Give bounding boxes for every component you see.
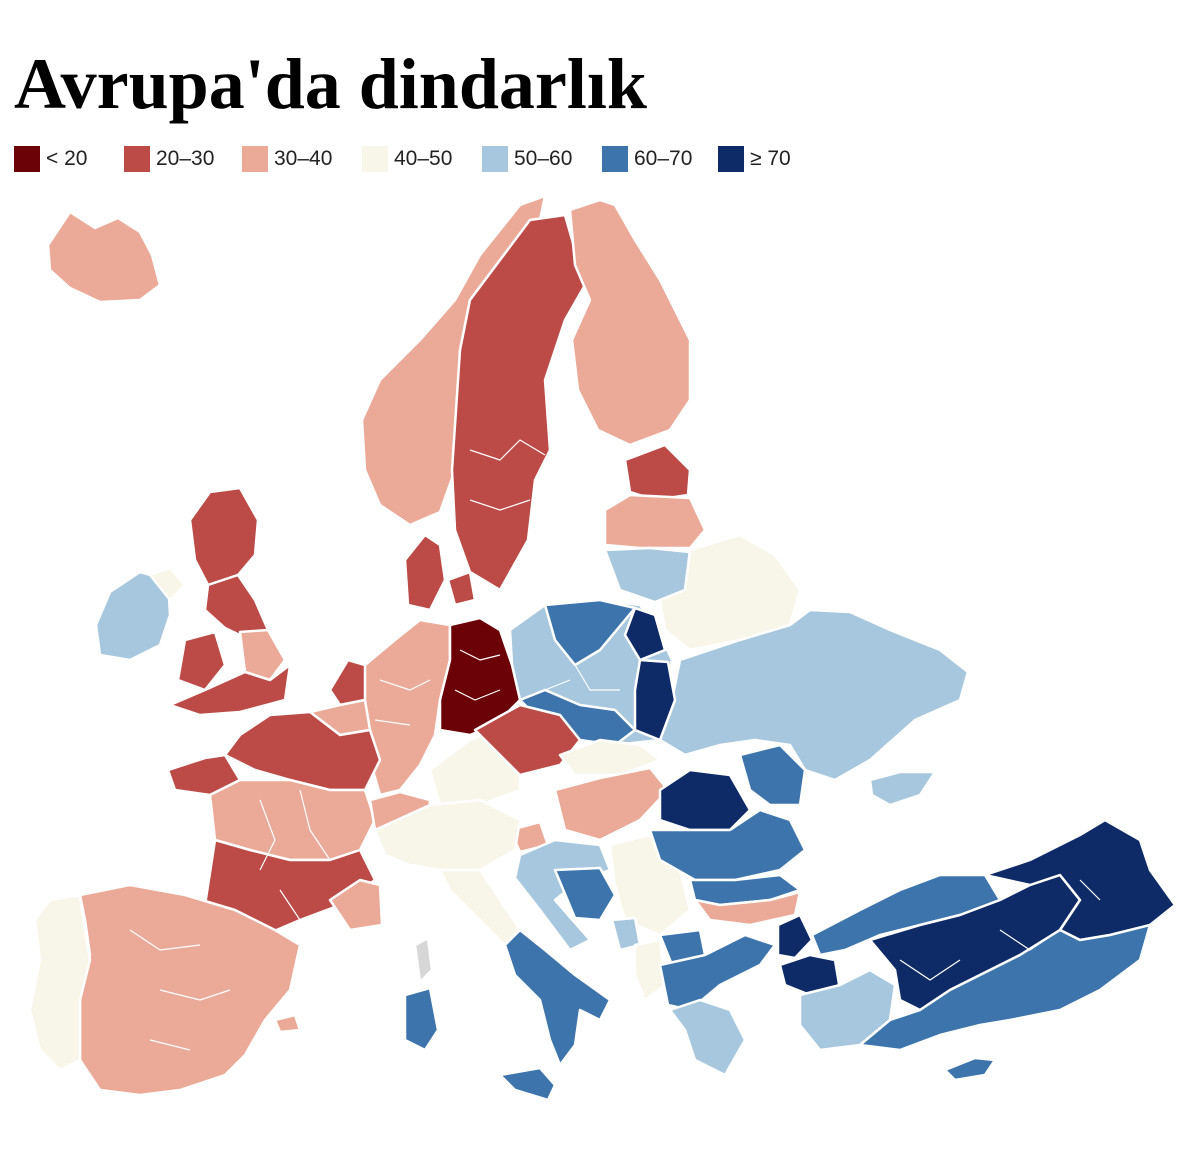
legend-swatch-50-60 [482,146,508,172]
legend-label-gte70: ≥ 70 [750,147,791,170]
region-iceland [46,210,162,304]
legend: < 20 20–30 30–40 40–50 50–60 60–70 ≥ 70 [14,144,808,174]
region-corsica [413,936,434,984]
region-portugal [28,893,92,1072]
legend-item-20-30: 20–30 [124,146,242,172]
legend-swatch-20-30 [124,146,150,172]
region-sicily [498,1066,557,1102]
region-sardinia [403,986,440,1052]
region-denmark [403,533,447,612]
region-england-south [168,663,292,717]
region-albania [633,938,667,1002]
sweden-inner-borders [469,439,546,511]
legend-item-40-50: 40–50 [362,146,482,172]
legend-label-40-50: 40–50 [394,147,453,170]
region-italy-south [503,928,612,1067]
region-turkey-thrace [776,913,814,960]
region-hungary [553,766,670,842]
region-crimea [868,770,937,807]
turkey-inner-borders [899,879,1101,981]
region-greece-north [658,933,777,1012]
region-cyprus [943,1056,997,1082]
legend-swatch-30-40 [242,146,268,172]
legend-item-lt20: < 20 [14,146,124,172]
region-estonia [623,443,692,502]
region-poland-north [543,598,637,667]
legend-swatch-60-70 [602,146,628,172]
region-bulgaria-south [693,890,802,927]
legend-label-20-30: 20–30 [156,147,215,170]
region-moldova [738,743,807,807]
legend-swatch-40-50 [362,146,388,172]
region-italy-center [438,868,522,947]
region-netherlands [328,658,367,707]
region-england-mid [238,628,287,682]
region-slovakia [558,738,662,777]
region-romania-south [648,808,807,882]
region-latvia [603,493,707,550]
map-title: Avrupa'da dindarlık [14,44,647,124]
region-scotland [188,486,260,587]
poland-inner-borders [544,664,620,691]
legend-item-gte70: ≥ 70 [718,146,808,172]
spain-inner-borders [129,929,231,1051]
legend-label-60-70: 60–70 [634,147,693,170]
region-balearic [273,1013,302,1034]
region-denmark-islands [446,570,477,607]
region-greece-south [668,998,747,1077]
region-poland-east [623,606,667,662]
region-sweden [450,213,587,592]
legend-label-50-60: 50–60 [514,147,573,170]
legend-item-30-40: 30–40 [242,146,362,172]
region-ukraine [658,608,970,782]
region-bosnia [553,866,617,922]
france-inner-borders [259,789,331,921]
legend-swatch-gte70 [718,146,744,172]
europe-map [28,194,1177,1102]
region-italy-north [373,798,522,872]
legend-item-60-70: 60–70 [602,146,718,172]
region-romania-west [658,768,752,832]
germany-inner-borders [374,649,501,726]
region-wales [176,630,227,692]
legend-item-50-60: 50–60 [482,146,602,172]
region-france-southeast [328,878,384,932]
legend-swatch-lt20 [14,146,40,172]
region-northern-ireland [148,566,187,602]
region-finland [568,198,692,447]
region-poland-southeast [633,658,677,742]
legend-label-30-40: 30–40 [274,147,333,170]
legend-label-lt20: < 20 [46,147,88,170]
region-turkey-south [858,923,1152,1052]
